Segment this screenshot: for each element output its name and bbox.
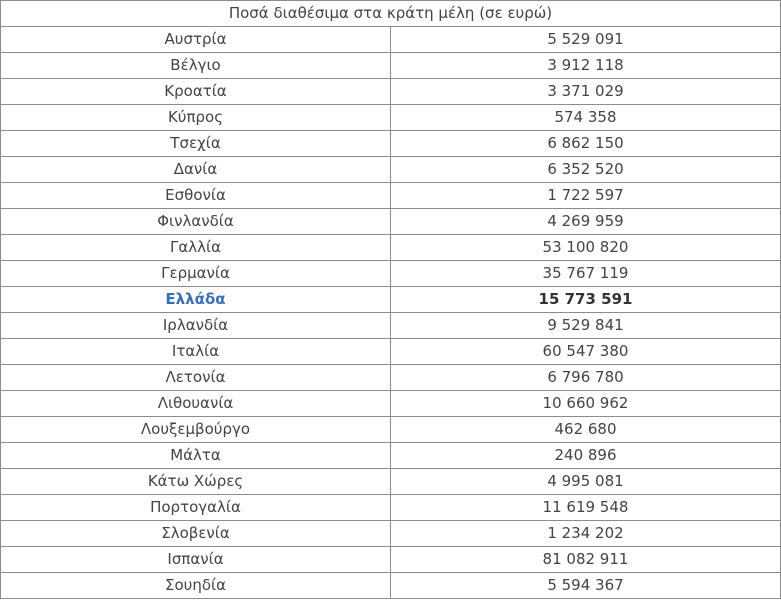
amount-cell: 35 767 119 (390, 260, 781, 287)
country-cell: Γαλλία (0, 234, 391, 261)
table-row: Κύπρος 574 358 (0, 104, 781, 131)
country-cell: Αυστρία (0, 26, 391, 53)
country-cell: Κύπρος (0, 104, 391, 131)
amount-cell: 6 862 150 (390, 130, 781, 157)
amount-cell: 6 796 780 (390, 364, 781, 391)
country-cell: Ελλάδα (0, 286, 391, 313)
amount-cell: 10 660 962 (390, 390, 781, 417)
table-row: Πορτογαλία 11 619 548 (0, 494, 781, 521)
table-row: Βέλγιο 3 912 118 (0, 52, 781, 79)
country-cell: Λουξεμβούργο (0, 416, 391, 443)
table-row: Αυστρία 5 529 091 (0, 26, 781, 53)
country-cell: Ιρλανδία (0, 312, 391, 339)
country-cell: Λετονία (0, 364, 391, 391)
amount-cell: 60 547 380 (390, 338, 781, 365)
country-cell: Πορτογαλία (0, 494, 391, 521)
amount-cell: 1 234 202 (390, 520, 781, 547)
country-cell: Εσθονία (0, 182, 391, 209)
table-row: Μάλτα 240 896 (0, 442, 781, 469)
amount-cell: 240 896 (390, 442, 781, 469)
table-row: Λιθουανία 10 660 962 (0, 390, 781, 417)
amount-cell: 11 619 548 (390, 494, 781, 521)
amount-cell: 5 594 367 (390, 572, 781, 599)
table-row: Κροατία 3 371 029 (0, 78, 781, 105)
country-cell: Μάλτα (0, 442, 391, 469)
country-cell: Ισπανία (0, 546, 391, 573)
country-cell: Δανία (0, 156, 391, 183)
table-header-row: Ποσά διαθέσιμα στα κράτη μέλη (σε ευρώ) (0, 0, 781, 27)
table-row: Λουξεμβούργο 462 680 (0, 416, 781, 443)
country-cell: Φινλανδία (0, 208, 391, 235)
amount-cell: 3 371 029 (390, 78, 781, 105)
table-row: Εσθονία 1 722 597 (0, 182, 781, 209)
country-cell: Κάτω Χώρες (0, 468, 391, 495)
amount-cell: 3 912 118 (390, 52, 781, 79)
table-row: Ελλάδα 15 773 591 (0, 286, 781, 313)
country-cell: Λιθουανία (0, 390, 391, 417)
table-title: Ποσά διαθέσιμα στα κράτη μέλη (σε ευρώ) (0, 0, 781, 27)
table-row: Ιταλία 60 547 380 (0, 338, 781, 365)
country-cell: Ιταλία (0, 338, 391, 365)
country-cell: Γερμανία (0, 260, 391, 287)
amount-cell: 9 529 841 (390, 312, 781, 339)
table-row: Λετονία 6 796 780 (0, 364, 781, 391)
table-row: Σουηδία 5 594 367 (0, 572, 781, 599)
country-cell: Τσεχία (0, 130, 391, 157)
amount-cell: 1 722 597 (390, 182, 781, 209)
table-row: Ισπανία 81 082 911 (0, 546, 781, 573)
amount-cell: 81 082 911 (390, 546, 781, 573)
amount-cell: 6 352 520 (390, 156, 781, 183)
country-cell: Σουηδία (0, 572, 391, 599)
table-row: Τσεχία 6 862 150 (0, 130, 781, 157)
country-cell: Σλοβενία (0, 520, 391, 547)
table-row: Φινλανδία 4 269 959 (0, 208, 781, 235)
country-cell: Βέλγιο (0, 52, 391, 79)
amount-cell: 4 269 959 (390, 208, 781, 235)
amount-cell: 574 358 (390, 104, 781, 131)
table-row: Γαλλία 53 100 820 (0, 234, 781, 261)
amount-cell: 462 680 (390, 416, 781, 443)
table-row: Γερμανία 35 767 119 (0, 260, 781, 287)
amount-cell: 4 995 081 (390, 468, 781, 495)
country-cell: Κροατία (0, 78, 391, 105)
table-row: Κάτω Χώρες 4 995 081 (0, 468, 781, 495)
table-row: Δανία 6 352 520 (0, 156, 781, 183)
amount-cell: 53 100 820 (390, 234, 781, 261)
amount-cell: 5 529 091 (390, 26, 781, 53)
amount-cell: 15 773 591 (390, 286, 781, 313)
table-row: Σλοβενία 1 234 202 (0, 520, 781, 547)
table-row: Ιρλανδία 9 529 841 (0, 312, 781, 339)
